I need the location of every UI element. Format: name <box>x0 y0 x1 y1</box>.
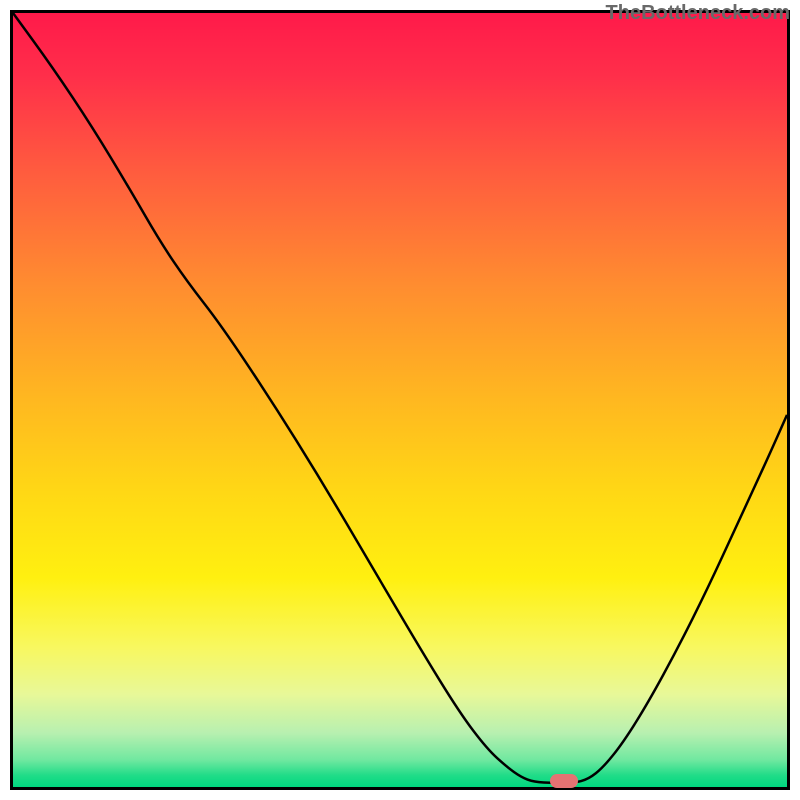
chart-container <box>10 10 790 790</box>
watermark-text: TheBottleneck.com <box>606 2 790 25</box>
bottleneck-curve <box>13 13 787 787</box>
optimal-marker <box>550 774 578 788</box>
plot-area <box>10 10 790 790</box>
